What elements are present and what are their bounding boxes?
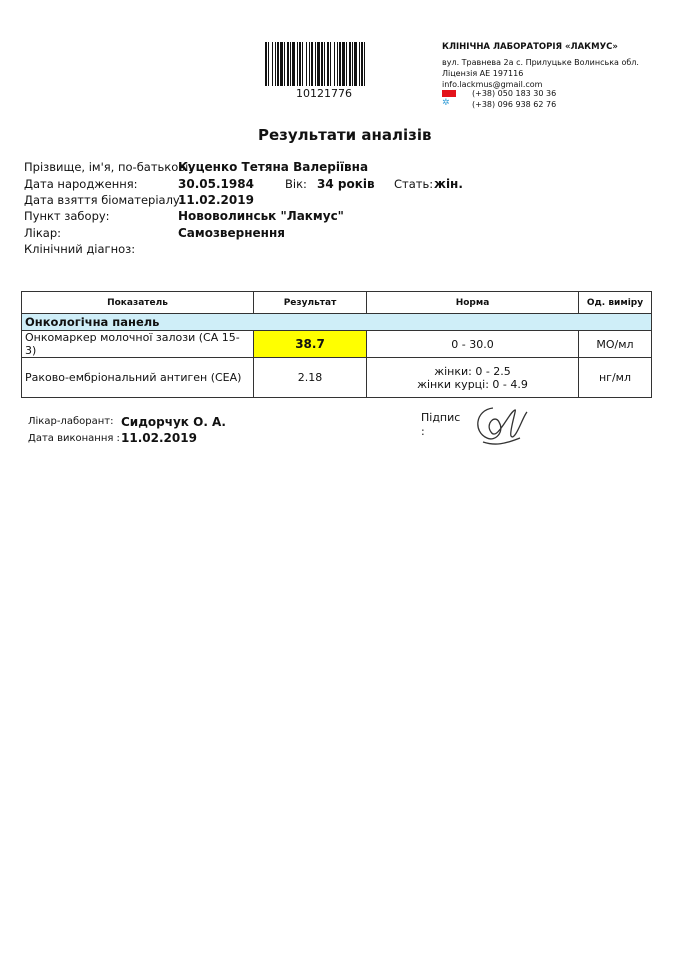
row-name: Раково-ембріональний антиген (СЕА) — [21, 357, 254, 398]
row-result: 2.18 — [253, 357, 367, 398]
doctor: Самозвернення — [178, 226, 285, 240]
done-date-label: Дата виконання : — [28, 433, 120, 444]
collection-point: Нововолинськ "Лакмус" — [178, 209, 344, 223]
point-label: Пункт забору: — [24, 209, 110, 223]
lab-phone-1: (+38) 050 183 30 36 — [472, 89, 557, 98]
age-label: Вік: — [285, 177, 307, 191]
lab-email: info.lackmus@gmail.com — [442, 80, 543, 89]
dob: 30.05.1984 — [178, 177, 254, 191]
norm-women-smokers: жінки курці: 0 - 4.9 — [417, 377, 528, 391]
lab-doctor-label: Лікар-лаборант: — [28, 416, 114, 427]
row-unit: МО/мл — [578, 330, 652, 358]
patient-name: Куценко Тетяна Валеріївна — [178, 160, 369, 174]
lab-license: Ліцензія АЕ 197116 — [442, 69, 524, 78]
sex: жін. — [434, 177, 463, 191]
section-title: Онкологічна панель — [21, 313, 652, 331]
table-row: Раково-ембріональний антиген (СЕА) 2.18 … — [21, 357, 652, 398]
table-header: Показатель Результат Норма Од. виміру — [21, 291, 652, 314]
header-indicator: Показатель — [21, 291, 254, 314]
signature-colon: : — [421, 425, 425, 438]
kyivstar-icon: ✲ — [442, 98, 450, 108]
barcode — [265, 42, 365, 86]
signature-label: Підпис — [421, 411, 461, 424]
header-norm: Норма — [366, 291, 579, 314]
sample-date-label: Дата взяття біоматеріалу: — [24, 193, 184, 207]
dob-label: Дата народження: — [24, 177, 138, 191]
age: 34 років — [317, 177, 375, 191]
signature — [477, 407, 528, 445]
name-label: Прізвище, ім'я, по-батькові: — [24, 160, 193, 174]
results-table: Показатель Результат Норма Од. виміру Он… — [21, 291, 652, 398]
sex-label: Стать: — [394, 177, 434, 191]
row-result: 38.7 — [253, 330, 367, 358]
norm-women: жінки: 0 - 2.5 — [434, 364, 511, 378]
table-row: Онкомаркер молочної залози (СА 15-3) 38.… — [21, 330, 652, 358]
header-unit: Од. виміру — [578, 291, 652, 314]
doctor-label: Лікар: — [24, 226, 62, 240]
row-norm: жінки: 0 - 2.5 жінки курці: 0 - 4.9 — [366, 357, 579, 398]
page-title: Результати аналізів — [258, 126, 432, 144]
row-name: Онкомаркер молочної залози (СА 15-3) — [21, 330, 254, 358]
lab-address: вул. Травнева 2а с. Прилуцьке Волинська … — [442, 58, 639, 67]
row-norm: 0 - 30.0 — [366, 330, 579, 358]
lab-phone-2: (+38) 096 938 62 76 — [472, 100, 557, 109]
row-unit: нг/мл — [578, 357, 652, 398]
barcode-number: 10121776 — [296, 87, 352, 100]
lab-name: КЛІНІЧНА ЛАБОРАТОРІЯ «ЛАКМУС» — [442, 42, 618, 52]
sample-date: 11.02.2019 — [178, 193, 254, 207]
diagnosis-label: Клінічний діагноз: — [24, 242, 136, 256]
header-result: Результат — [253, 291, 367, 314]
lab-doctor: Сидорчук О. А. — [121, 415, 226, 429]
done-date: 11.02.2019 — [121, 431, 197, 445]
section-row: Онкологічна панель — [21, 313, 652, 331]
vodafone-icon — [442, 90, 456, 97]
